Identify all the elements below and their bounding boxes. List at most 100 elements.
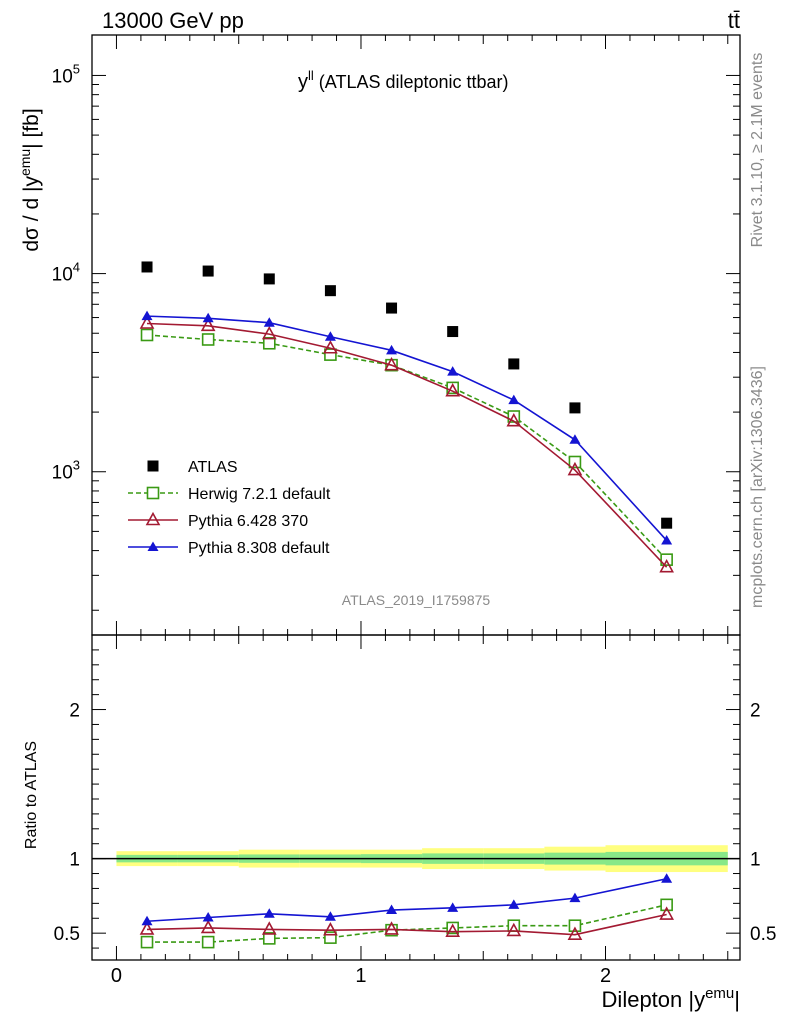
main-data-point (508, 394, 520, 405)
ratio-uncertainty-bands (92, 845, 740, 873)
main-data-point (445, 383, 461, 397)
ratio-data-point (200, 919, 216, 934)
ratio-data-point (508, 899, 520, 909)
main-data-point (661, 534, 673, 545)
ratio-series-line (146, 913, 667, 936)
ratio-data-point (324, 931, 337, 944)
main-data-point (661, 517, 673, 529)
main-data-point (324, 285, 336, 297)
ratio-data-point (263, 908, 275, 918)
legend-label: ATLAS (188, 459, 238, 476)
plot-title: yll (ATLAS dileptonic ttbar) (298, 68, 509, 93)
ratio-y-tick-label-right: 0.5 (750, 924, 776, 945)
ratio-data-point (262, 932, 276, 945)
ratio-data-point (323, 922, 338, 936)
ratio-xlabel: Dilepton |yemu| (602, 985, 740, 1012)
plot-title-rest: (ATLAS dileptonic ttbar) (314, 72, 509, 92)
main-data-point (202, 312, 214, 323)
main-data-point (446, 381, 459, 395)
main-data-point (447, 366, 459, 376)
main-y-tick-exp: 5 (73, 61, 80, 76)
main-series-line (146, 315, 668, 541)
xlabel-sup: emu (705, 985, 734, 1002)
main-data-point (569, 434, 581, 444)
main-data-point (386, 344, 398, 355)
xlabel-tail: | (734, 987, 740, 1012)
legend-label: Pythia 6.428 370 (188, 513, 308, 530)
main-data-point (201, 333, 215, 346)
ratio-data-point (446, 921, 459, 935)
main-data-point (200, 317, 216, 332)
ratio-data-point (201, 935, 215, 949)
legend-marker (147, 460, 159, 472)
main-data-point (202, 265, 214, 277)
ratio-data-point (141, 915, 153, 926)
legend-marker (146, 486, 160, 500)
main-series-line (146, 334, 668, 561)
ratio-y-tick-label-left: 1 (69, 850, 80, 871)
mcplots-label: mcplots.cern.ch [arXiv:1306.3436] (749, 366, 766, 608)
main-ylabel: dσ / d |yemu| [fb] (17, 108, 43, 251)
ratio-series-line (147, 904, 667, 943)
ratio-data-point (140, 935, 154, 949)
legend-marker (147, 541, 159, 551)
main-data-point (263, 317, 275, 327)
main-data-point (140, 328, 154, 342)
legend-label: Herwig 7.2.1 default (188, 486, 331, 503)
main-data-point (323, 340, 338, 354)
ratio-data-point (324, 911, 336, 921)
main-data-point (141, 261, 153, 273)
main-data-point (324, 348, 337, 361)
main-data-point (508, 358, 520, 370)
main-y-tick-label: 104 (52, 260, 80, 286)
main-data-point (384, 357, 399, 371)
main-data-point (386, 302, 398, 314)
main-data-point (139, 315, 155, 329)
legend-marker (145, 511, 161, 526)
main-y-tick-label: 103 (52, 458, 80, 484)
x-tick-label: 2 (600, 965, 611, 987)
main-data-point (261, 325, 277, 340)
x-tick-label: 1 (355, 965, 366, 987)
plot-title-sup: ll (308, 68, 314, 83)
main-ylabel-text: dσ / d |y (20, 176, 43, 252)
ratio-data-point (568, 919, 582, 933)
main-data-point (324, 331, 336, 341)
main-data-point (506, 412, 522, 427)
ratio-data-point (659, 906, 674, 920)
ratio-frame (91, 634, 741, 961)
ratio-y-tick-label-left: 0.5 (54, 924, 80, 945)
ratio-data-point (261, 921, 277, 935)
main-series-layer (139, 261, 674, 573)
ratio-data-point (384, 921, 399, 935)
ratio-data-point (386, 904, 398, 915)
main-data-point (263, 273, 275, 285)
main-data-point (262, 336, 276, 350)
analysis-label: ATLAS_2019_I1759875 (342, 592, 491, 608)
ratio-y-tick-label-right: 1 (750, 850, 761, 871)
ratio-series-line (146, 877, 667, 923)
ratio-data-point (567, 926, 583, 940)
ratio-data-point (506, 922, 522, 937)
ratio-data-point (202, 912, 214, 922)
main-data-point (447, 326, 459, 338)
rivet-label: Rivet 3.1.10, ≥ 2.1M events (749, 53, 766, 248)
main-y-tick-exp: 4 (73, 260, 80, 275)
main-ylabel-tail: | [fb] (20, 108, 43, 148)
legend-label: Pythia 8.308 default (188, 540, 330, 557)
main-data-point (141, 310, 153, 321)
ratio-data-point (569, 892, 581, 903)
x-tick-label: 0 (111, 965, 122, 987)
energy-label: 13000 GeV pp (102, 8, 244, 33)
main-ylabel-sup: emu (17, 149, 33, 176)
plot-title-main: y (298, 71, 308, 93)
ratio-series-layer (139, 873, 674, 949)
main-data-point (569, 402, 581, 414)
ratio-y-tick-label-left: 2 (69, 701, 80, 722)
ratio-ylabel: Ratio to ATLAS (23, 741, 40, 849)
ratio-data-point (660, 898, 673, 912)
ratio-y-tick-label-right: 2 (750, 701, 761, 722)
process-label: tt̄ (728, 8, 740, 33)
